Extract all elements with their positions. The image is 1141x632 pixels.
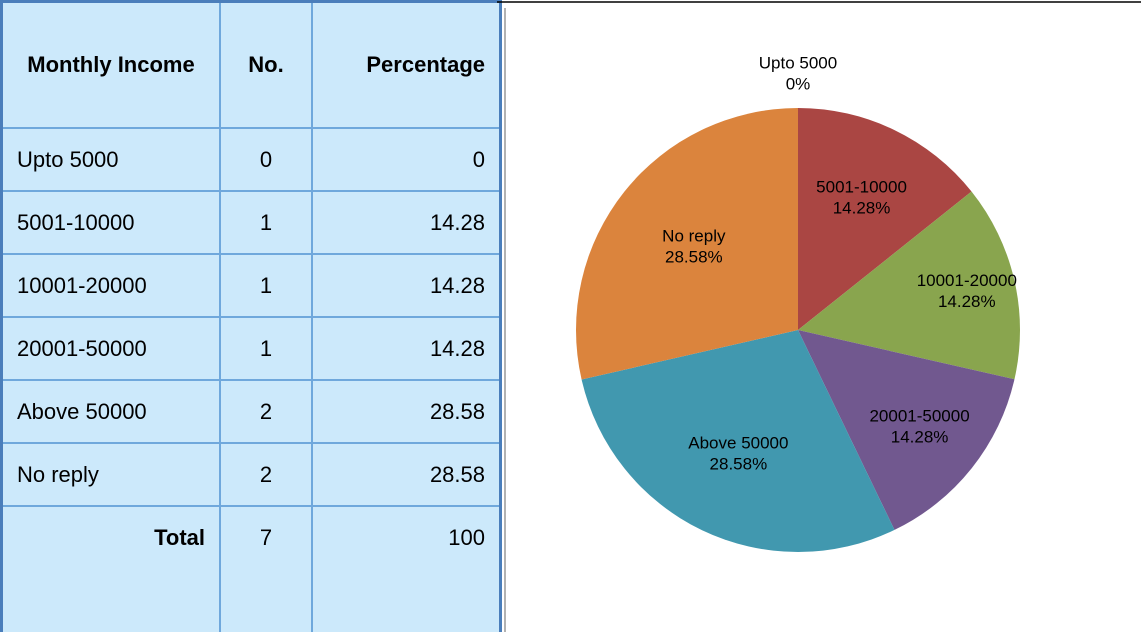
table-cell: Upto 5000: [0, 127, 221, 192]
slice-label: 5001-10000: [816, 177, 907, 196]
pie-slice: [575, 107, 798, 380]
table-row: 5001-10000 1 14.28: [0, 190, 502, 255]
table-row: 20001-50000 1 14.28: [0, 316, 502, 381]
total-cell: 7: [219, 505, 313, 632]
income-table: Monthly Income No. Percentage Upto 5000 0 0 50…: [0, 0, 502, 632]
total-cell: Total: [0, 505, 221, 632]
table-cell: 1: [219, 190, 313, 255]
table-cell: 10001-20000: [0, 253, 221, 318]
table-cell: 2: [219, 442, 313, 507]
total-cell: 100: [311, 505, 502, 632]
table-cell: 5001-10000: [0, 190, 221, 255]
header-cell: No.: [219, 0, 313, 129]
table-row: Above 50000 2 28.58: [0, 379, 502, 444]
table-cell: 0: [311, 127, 502, 192]
slice-label: Upto 5000: [759, 53, 837, 72]
slice-label: 10001-20000: [917, 271, 1017, 290]
table-cell: 0: [219, 127, 313, 192]
slice-label: Above 50000: [688, 434, 788, 453]
slice-value-label: 28.58%: [710, 455, 768, 474]
table-cell: Above 50000: [0, 379, 221, 444]
table-cell: 2: [219, 379, 313, 444]
pie-slice: [798, 108, 972, 330]
table-cell: 1: [219, 316, 313, 381]
slice-value-label: 14.28%: [833, 198, 891, 217]
table-cell: 28.58: [311, 442, 502, 507]
table-cell: 14.28: [311, 316, 502, 381]
slice-value-label: 0%: [786, 74, 811, 93]
slice-value-label: 14.28%: [891, 427, 949, 446]
header-row: Monthly Income No. Percentage: [0, 0, 502, 129]
table-row: 10001-20000 1 14.28: [0, 253, 502, 318]
total-row: Total 7 100: [0, 505, 502, 632]
table-cell: 14.28: [311, 253, 502, 318]
slice-value-label: 28.58%: [665, 247, 723, 266]
pie-slice: [798, 330, 1015, 530]
table-cell: 1: [219, 253, 313, 318]
slice-value-label: 14.28%: [938, 292, 996, 311]
header-cell: Percentage: [311, 0, 502, 129]
table-row: Upto 5000 0 0: [0, 127, 502, 192]
header-cell: Monthly Income: [0, 0, 221, 129]
table-cell: 28.58: [311, 379, 502, 444]
pie-slice: [581, 330, 895, 552]
slice-label: 20001-50000: [869, 406, 969, 425]
table-cell: 20001-50000: [0, 316, 221, 381]
table-row: No reply 2 28.58: [0, 442, 502, 507]
pie-slice: [798, 191, 1020, 380]
slice-label: No reply: [662, 226, 726, 245]
table-cell: No reply: [0, 442, 221, 507]
table-cell: 14.28: [311, 190, 502, 255]
